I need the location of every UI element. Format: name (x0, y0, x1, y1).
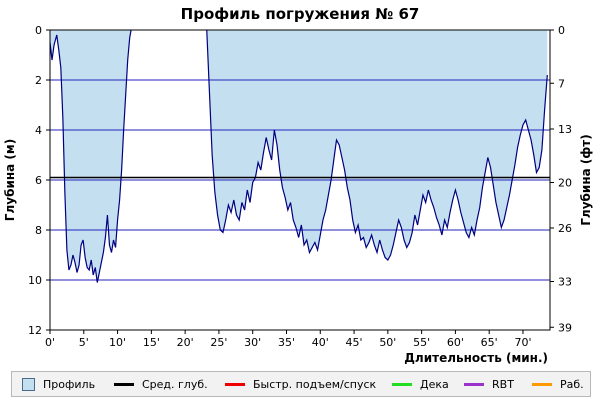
y-right-tick-label-2: 13 (558, 123, 572, 136)
x-tick-label-12: 60' (447, 336, 464, 349)
legend-label-deco: Дека (420, 377, 449, 391)
y-right-tick-label-0: 0 (558, 24, 565, 37)
y-tick-label-3: 6 (35, 174, 42, 187)
legend-swatch-rbt (464, 382, 484, 386)
x-tick-label-13: 65' (481, 336, 498, 349)
plot-area (49, 29, 551, 331)
y-tick-label-5: 10 (28, 274, 42, 287)
y-axis-right: 0 7 13 20 26 33 39 (550, 24, 572, 334)
x-axis: 0' 5' 10' 15' 20' 25' 30' 35' 40' 45' 50' 55' 60' 65'… (45, 330, 531, 349)
profile-area-1 (206, 30, 548, 260)
dive-profile-chart: Профиль погружения № 67 0' 5' 10' 15' 20' 25'… (3, 5, 593, 365)
profile-area-0 (50, 30, 132, 283)
legend-swatch-work (532, 382, 552, 386)
y-tick-label-6: 12 (28, 324, 42, 337)
y-right-tick-label-1: 7 (558, 77, 565, 90)
x-tick-label-1: 5' (79, 336, 89, 349)
legend-swatch-deco (392, 382, 412, 386)
legend-item-deco: Дека (392, 377, 449, 391)
y-right-tick-label-6: 39 (558, 321, 572, 334)
y-right-tick-label-5: 33 (558, 276, 572, 289)
profile-line-1 (206, 29, 548, 261)
legend-label-work: Раб. (560, 377, 584, 391)
chart-title: Профиль погружения № 67 (181, 5, 420, 23)
x-axis-label: Длительность (мин.) (404, 351, 548, 365)
x-tick-label-14: 70' (514, 336, 531, 349)
profile-line-0 (49, 29, 132, 283)
x-tick-label-5: 25' (210, 336, 227, 349)
y-axis-label-left: Глубина (м) (3, 139, 17, 221)
legend-item-profile: Профиль (22, 377, 95, 391)
x-tick-label-9: 45' (346, 336, 363, 349)
legend-item-work: Раб. (532, 377, 584, 391)
y-tick-label-2: 4 (35, 124, 42, 137)
legend-item-fast-ascent: Быстр. подъем/спуск (225, 377, 376, 391)
x-tick-label-0: 0' (45, 336, 55, 349)
x-tick-label-6: 30' (244, 336, 261, 349)
x-tick-label-8: 40' (312, 336, 329, 349)
legend-label-fast-ascent: Быстр. подъем/спуск (253, 377, 377, 391)
legend-label-avg-depth: Сред. глуб. (142, 377, 208, 391)
y-axis-left: 0 2 4 6 8 10 12 (28, 24, 50, 337)
chart-legend: Профиль Сред. глуб. Быстр. подъем/спуск … (11, 371, 591, 397)
y-right-tick-label-3: 20 (558, 177, 572, 190)
x-tick-label-10: 50' (379, 336, 396, 349)
legend-swatch-fast-ascent (225, 382, 245, 386)
legend-label-rbt: RBT (492, 377, 514, 391)
x-tick-label-11: 55' (413, 336, 430, 349)
y-tick-label-1: 2 (35, 74, 42, 87)
legend-label-profile: Профиль (43, 377, 96, 391)
y-right-tick-label-4: 26 (558, 222, 572, 235)
y-tick-label-4: 8 (35, 224, 42, 237)
x-tick-label-7: 35' (278, 336, 295, 349)
y-axis-label-right: Глубина (фт) (579, 134, 593, 225)
legend-swatch-profile (22, 377, 35, 391)
x-tick-label-2: 10' (109, 336, 126, 349)
x-tick-label-3: 15' (143, 336, 160, 349)
legend-item-avg-depth: Сред. глуб. (114, 377, 208, 391)
legend-swatch-avg-depth (114, 382, 134, 386)
legend-item-rbt: RBT (464, 377, 514, 391)
y-tick-label-0: 0 (35, 24, 42, 37)
x-tick-label-4: 20' (177, 336, 194, 349)
